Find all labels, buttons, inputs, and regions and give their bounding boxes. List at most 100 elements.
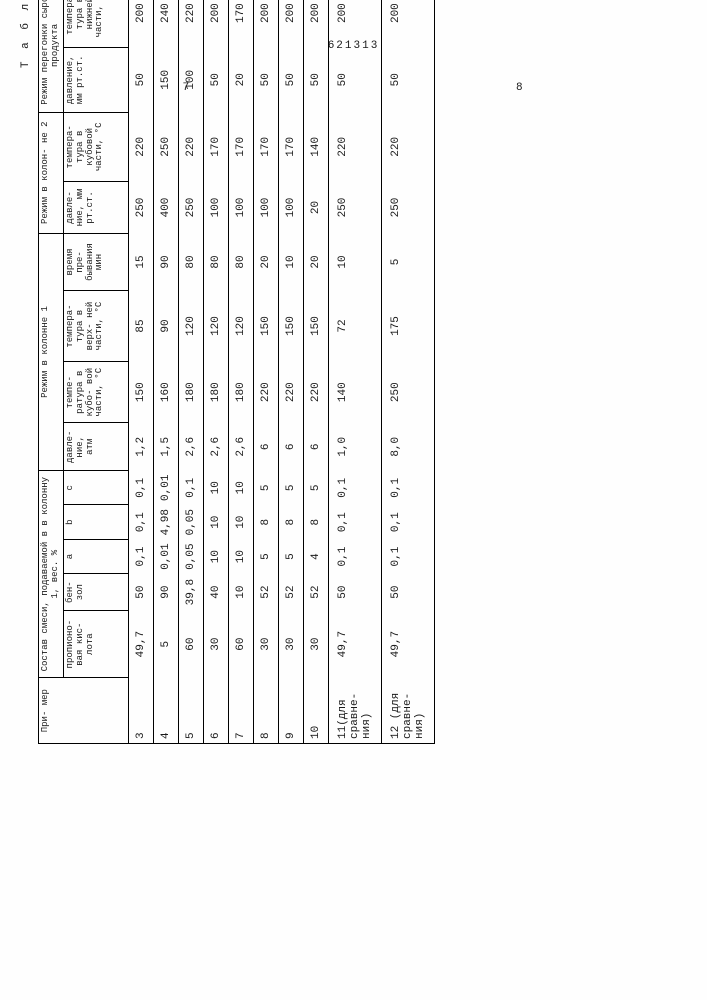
table-cell: 5 <box>178 678 203 744</box>
table-cell: 8 <box>303 505 328 539</box>
table-cell: 0,1 <box>128 505 153 539</box>
table-cell: 220 <box>328 112 381 182</box>
table-cell: 400 <box>153 182 178 234</box>
table-row: 1030524856220150202014050200- <box>303 0 328 744</box>
table-cell: 30 <box>278 610 303 677</box>
table-cell: 150 <box>128 361 153 422</box>
table-cell: 50 <box>128 48 153 113</box>
table-cell: 160 <box>153 361 178 422</box>
table-cell: 4,98 <box>153 505 178 539</box>
table-cell: 120 <box>178 291 203 362</box>
table-cell: 140 <box>303 112 328 182</box>
th-group3: Режим в колон- не 2 <box>39 112 64 233</box>
table-cell: 6 <box>253 423 278 471</box>
table-cell: 6 <box>203 678 228 744</box>
table-cell: 20 <box>228 48 253 113</box>
table-cell: 50 <box>253 48 278 113</box>
table-cell: 52 <box>303 574 328 611</box>
table-cell: 8 <box>253 678 278 744</box>
table-cell: 100 <box>203 182 228 234</box>
table-row: 630401010102,6180120801001705020095 <box>203 0 228 744</box>
table-cell: 5 <box>278 471 303 505</box>
data-table: При- мер Состав смеси, подаваемой в в ко… <box>38 0 435 744</box>
table-cell: 50 <box>328 574 381 611</box>
table-cell: 30 <box>303 610 328 677</box>
table-cell: 2,6 <box>203 423 228 471</box>
table-cell: 90 <box>153 291 178 362</box>
th-group1: Состав смеси, подаваемой в в колонну 1, … <box>39 471 64 678</box>
th-example: При- мер <box>39 678 129 744</box>
table-cell: 150 <box>278 291 303 362</box>
table-cell: 0,01 <box>153 471 178 505</box>
table-row: 930525856220150101001705020091 <box>278 0 303 744</box>
table-cell: 20 <box>303 233 328 290</box>
table-cell: 5 <box>153 610 178 677</box>
table-cell: 250 <box>328 182 381 234</box>
th-press2: давле- ние, мм рт.ст. <box>63 182 128 234</box>
table-title: Т а б л и ц а 1 <box>20 0 32 744</box>
table-cell: 120 <box>228 291 253 362</box>
table-cell: 30 <box>253 610 278 677</box>
table-cell: 0,1 <box>328 505 381 539</box>
table-cell: 5 <box>381 233 434 290</box>
table-cell: 49,7 <box>328 610 381 677</box>
table-cell: 4 <box>153 678 178 744</box>
table-cell: 20 <box>253 233 278 290</box>
table-cell: 10 <box>228 471 253 505</box>
table-cell: 1,5 <box>153 423 178 471</box>
th-group4: Режим перегонки сырого продукта <box>39 0 64 112</box>
table-cell: 49,7 <box>128 610 153 677</box>
table-cell: 12 (для сравне- ния) <box>381 678 434 744</box>
th-time1: время пре- бывания мин <box>63 233 128 290</box>
table-cell: 1,2 <box>128 423 153 471</box>
table-cell: 250 <box>381 182 434 234</box>
table-cell: 150 <box>253 291 278 362</box>
table-cell: 10 <box>278 233 303 290</box>
th-tcube1: темпе- ратура в кубо- вой части, °С <box>63 361 128 422</box>
th-press3: давление, мм рт.ст. <box>63 48 128 113</box>
table-cell: 150 <box>153 48 178 113</box>
table-cell: 170 <box>228 112 253 182</box>
table-cell: 0,05 <box>178 505 203 539</box>
table-cell: 220 <box>381 112 434 182</box>
table-cell: 250 <box>381 361 434 422</box>
table-cell: 0,05 <box>178 539 203 573</box>
table-cell: 170 <box>203 112 228 182</box>
table-cell: 10 <box>203 471 228 505</box>
table-cell: 200 <box>253 0 278 48</box>
table-cell: 0,1 <box>128 471 153 505</box>
th-group2: Режим в колонне 1 <box>39 233 64 470</box>
table-cell: 2,6 <box>228 423 253 471</box>
table-cell: 15 <box>128 233 153 290</box>
table-cell: 50 <box>128 574 153 611</box>
table-cell: 50 <box>278 48 303 113</box>
table-cell: 220 <box>128 112 153 182</box>
table-cell: 10 <box>203 539 228 573</box>
table-cell: 220 <box>253 361 278 422</box>
table-cell: 180 <box>178 361 203 422</box>
table-row: 56039,80,050,050,12,61801208025022010022… <box>178 0 203 744</box>
table-cell: 9 <box>278 678 303 744</box>
table-cell: 220 <box>303 361 328 422</box>
table-cell: 10 <box>328 233 381 290</box>
table-cell: 50 <box>328 48 381 113</box>
table-cell: 3 <box>128 678 153 744</box>
table-cell: 100 <box>178 48 203 113</box>
table-cell: 2,6 <box>178 423 203 471</box>
table-cell: 180 <box>203 361 228 422</box>
table-cell: 0,1 <box>178 471 203 505</box>
table-cell: 50 <box>381 48 434 113</box>
table-cell: 0,1 <box>381 539 434 573</box>
table-cell: 120 <box>203 291 228 362</box>
table-cell: 39,8 <box>178 574 203 611</box>
table-body: 349,7500,10,10,11,2150851525022050200924… <box>128 0 434 744</box>
table-cell: 250 <box>178 182 203 234</box>
table-cell: 220 <box>178 112 203 182</box>
table-cell: 240 <box>153 0 178 48</box>
th-propion: пропионо- вая кис- лота <box>63 610 128 677</box>
table-cell: 90 <box>153 574 178 611</box>
table-cell: 175 <box>381 291 434 362</box>
table-cell: 49,7 <box>381 610 434 677</box>
table-row: 830525856220150201001705020093 <box>253 0 278 744</box>
table-cell: 8 <box>253 505 278 539</box>
